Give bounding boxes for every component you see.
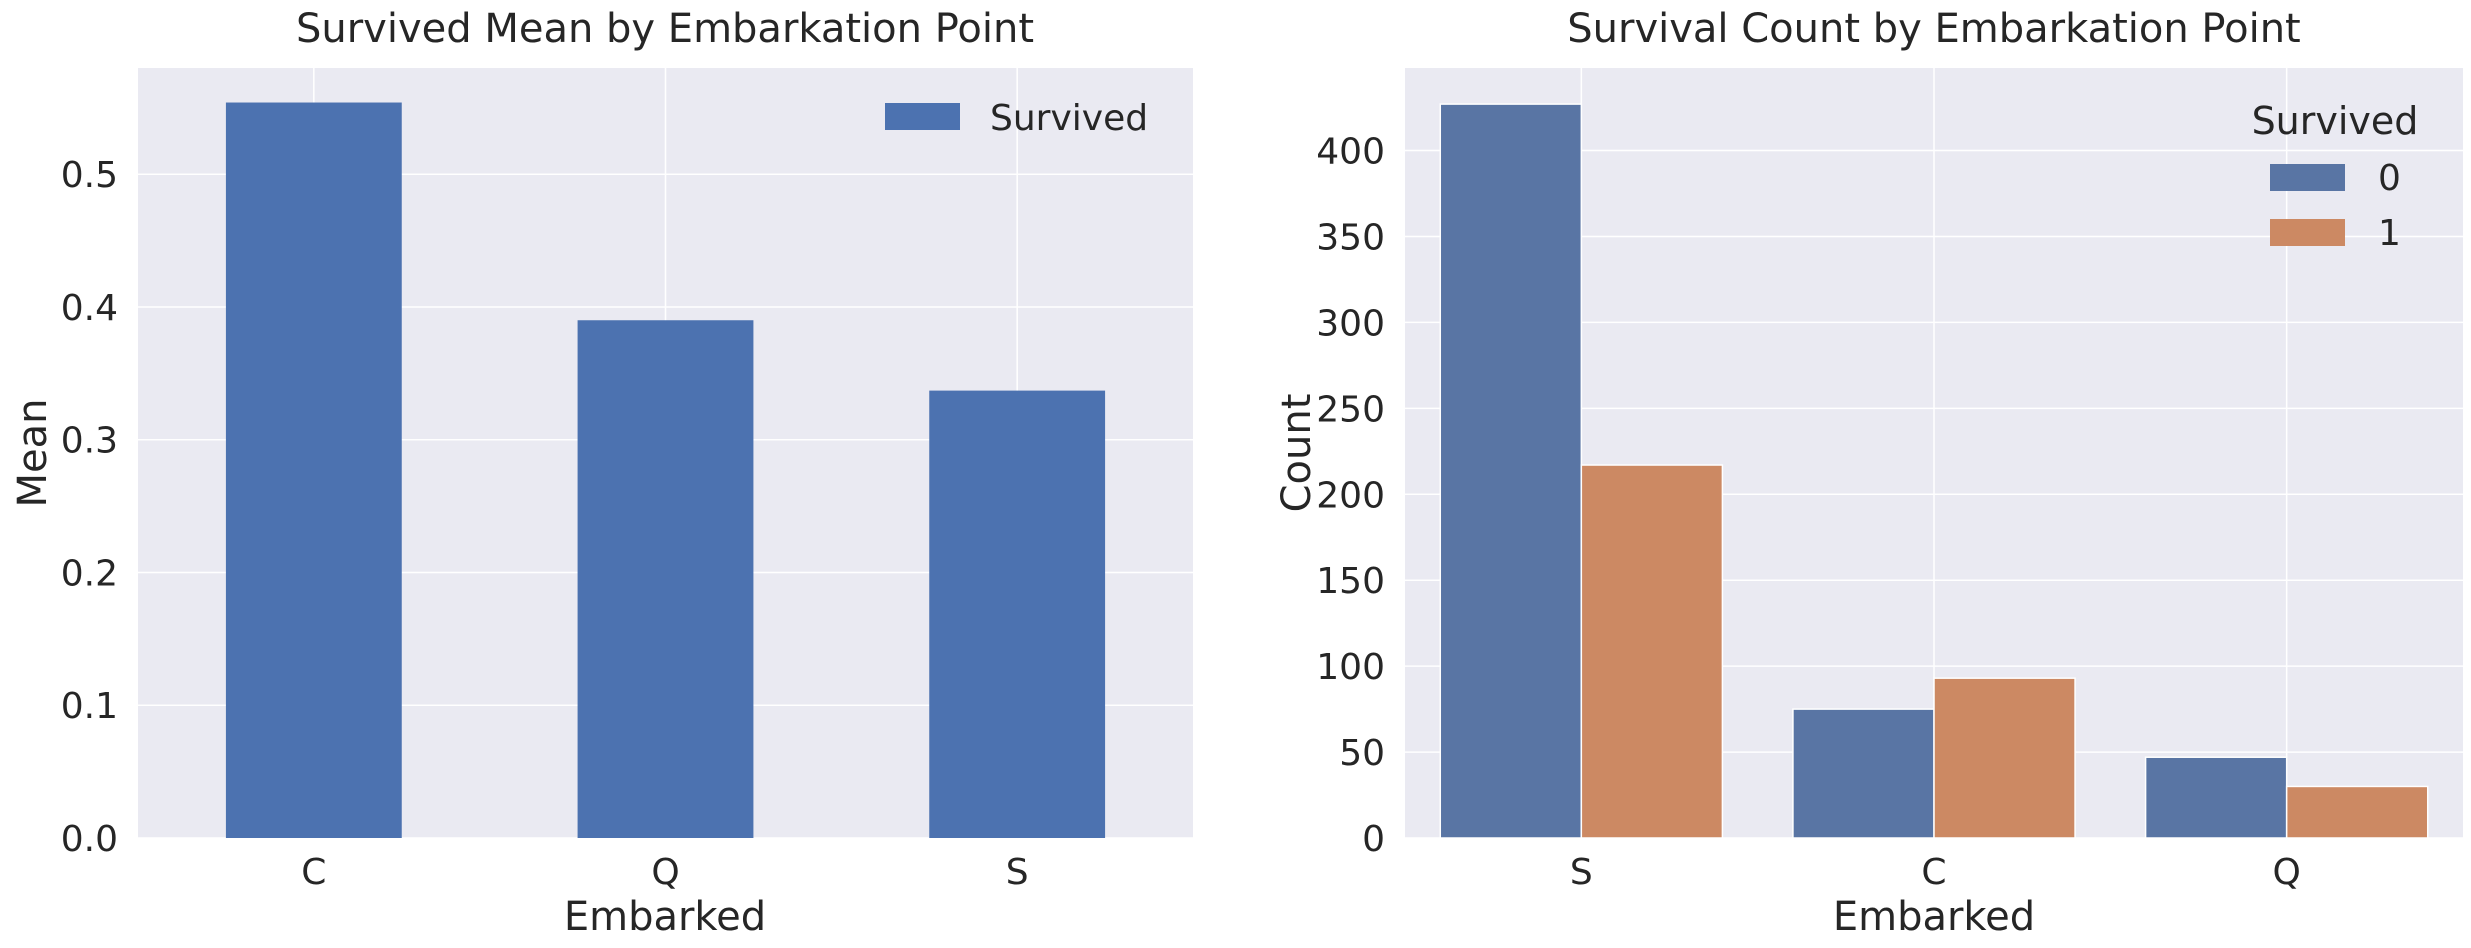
count-chart-y-tick-label: 0 bbox=[1362, 819, 1385, 860]
count-chart-bar-Q-series-0 bbox=[2144, 756, 2288, 839]
mean-chart-y-tick-label: 0.1 bbox=[61, 686, 118, 727]
count-chart-x-tick-label: C bbox=[1921, 852, 1946, 893]
mean-chart-y-tick-label: 0.5 bbox=[61, 155, 118, 196]
mean-chart-y-tick-label: 0.4 bbox=[61, 288, 118, 329]
count-chart-y-tick-label: 250 bbox=[1316, 389, 1385, 430]
count-chart-legend-swatch-0 bbox=[2270, 164, 2345, 191]
count-chart-y-ticks: 0 50 100 150 200 250 300 350 400 bbox=[1316, 132, 1385, 861]
mean-chart-x-tick-label: C bbox=[301, 852, 326, 893]
count-chart-y-tick-label: 200 bbox=[1316, 475, 1385, 516]
mean-chart-x-tick-label: Q bbox=[651, 852, 679, 893]
mean-chart-x-axis-label: Embarked bbox=[564, 894, 766, 940]
count-chart-y-tick-label: 400 bbox=[1316, 132, 1385, 173]
mean-chart-y-tick-label: 0.2 bbox=[61, 553, 118, 594]
count-chart-legend-label-1: 1 bbox=[2378, 213, 2401, 254]
count-chart-y-axis-label: Count bbox=[1274, 394, 1320, 513]
mean-chart-bar-C-series-Survived bbox=[225, 102, 402, 839]
count-chart: 0 50 100 150 200 250 300 350 400 S C Q Survival Co… bbox=[1274, 6, 2463, 940]
count-chart-y-tick-label: 50 bbox=[1339, 733, 1385, 774]
count-chart-title: Survival Count by Embarkation Point bbox=[1567, 6, 2300, 52]
count-chart-y-tick-label: 150 bbox=[1316, 561, 1385, 602]
mean-chart-y-axis-label: Mean bbox=[10, 399, 56, 508]
mean-chart-title: Survived Mean by Embarkation Point bbox=[296, 6, 1034, 52]
mean-chart: 0.0 0.1 0.2 0.3 0.4 0.5 C Q S Survived Mean by … bbox=[10, 6, 1193, 940]
mean-chart-bar-S-series-Survived bbox=[929, 390, 1106, 838]
count-chart-bar-Q-series-1 bbox=[2285, 785, 2429, 839]
count-chart-y-tick-label: 350 bbox=[1316, 217, 1385, 258]
count-chart-x-tick-label: S bbox=[1570, 852, 1593, 893]
count-chart-legend-title: Survived bbox=[2252, 99, 2419, 143]
count-chart-legend-label-0: 0 bbox=[2378, 158, 2401, 199]
mean-chart-legend-swatch bbox=[885, 103, 960, 130]
count-chart-legend: Survived 0 1 bbox=[2252, 99, 2419, 254]
mean-chart-y-tick-label: 0.3 bbox=[61, 421, 118, 462]
count-chart-bar-C-series-1 bbox=[1933, 677, 2076, 839]
count-chart-bar-S-series-1 bbox=[1580, 464, 1724, 839]
mean-chart-y-tick-label: 0.0 bbox=[61, 819, 118, 860]
count-chart-bars bbox=[1439, 103, 2429, 839]
count-chart-x-tick-label: Q bbox=[2272, 852, 2300, 893]
mean-chart-legend-label: Survived bbox=[990, 98, 1148, 139]
count-chart-x-axis-label: Embarked bbox=[1833, 894, 2035, 940]
mean-chart-x-tick-label: S bbox=[1006, 852, 1029, 893]
count-chart-y-tick-label: 100 bbox=[1316, 647, 1385, 688]
mean-chart-bar-Q-series-Survived bbox=[577, 320, 754, 838]
count-chart-y-tick-label: 300 bbox=[1316, 303, 1385, 344]
count-chart-legend-swatch-1 bbox=[2270, 219, 2345, 246]
mean-chart-legend: Survived bbox=[885, 98, 1148, 139]
mean-chart-bars bbox=[225, 102, 1106, 839]
count-chart-bar-S-series-0 bbox=[1439, 103, 1583, 839]
mean-chart-y-ticks: 0.0 0.1 0.2 0.3 0.4 0.5 bbox=[61, 155, 118, 860]
count-chart-bar-C-series-0 bbox=[1792, 708, 1935, 839]
